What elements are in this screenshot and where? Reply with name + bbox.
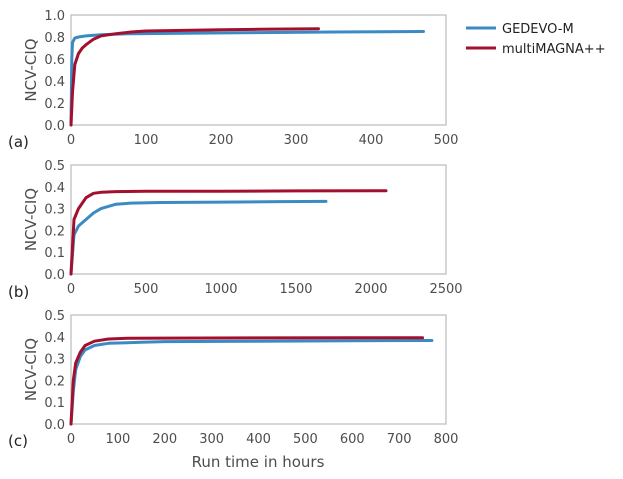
panels-group: 0 100 200 300 400 500 0.0 0.2 0.4 0.6 0.8 1.0 NCV-CI… [8, 9, 463, 450]
panel-label: (c) [8, 432, 28, 450]
x-tick-label: 1500 [279, 282, 312, 297]
x-tick-label: 1000 [204, 282, 237, 297]
y-tick-label: 0.2 [44, 374, 65, 389]
panel-1: 0 100 200 300 400 500 0.0 0.2 0.4 0.6 0.8 1.0 NCV-CI… [8, 9, 458, 151]
x-tick-label: 0 [67, 133, 75, 148]
y-tick-label: 0.4 [44, 75, 65, 90]
x-tick-label: 300 [284, 133, 309, 148]
y-tick-label: 0.3 [44, 353, 65, 368]
x-tick-label: 200 [209, 133, 234, 148]
x-tick-label: 100 [105, 432, 130, 447]
series-line-multimagna [69, 336, 425, 426]
x-tick-label: 200 [152, 432, 177, 447]
y-tick-label: 0.2 [44, 97, 65, 112]
x-tick-label: 500 [293, 432, 318, 447]
y-tick-label: 0.0 [44, 268, 65, 283]
y-tick-label: 0.4 [44, 331, 65, 346]
legend: GEDEVO-M multiMAGNA++ [466, 22, 606, 57]
y-tick-label: 0.8 [44, 31, 65, 46]
x-tick-label: 800 [434, 432, 459, 447]
y-axis-label: NCV-CIQ [22, 338, 40, 401]
x-tick-label: 2500 [429, 282, 462, 297]
series-line-gedevo-m [69, 199, 328, 276]
series-line-multimagna [69, 27, 320, 127]
y-axis-label: NCV-CIQ [22, 188, 40, 251]
x-tick-label: 0 [67, 282, 75, 297]
panel-3: 0 100 200 300 400 500 600 700 800 0.0 0.1 0.2 0.3 0.4… [8, 309, 458, 450]
x-tick-label: 600 [340, 432, 365, 447]
series-line-gedevo-m [69, 30, 425, 127]
x-tick-label: 300 [199, 432, 224, 447]
y-tick-label: 0.1 [44, 396, 65, 411]
y-axis-label: NCV-CIQ [22, 38, 40, 101]
series-line-multimagna [69, 189, 388, 276]
y-tick-label: 0.5 [44, 159, 65, 174]
y-tick-label: 0.6 [44, 53, 65, 68]
y-tick-label: 0.0 [44, 119, 65, 134]
y-tick-label: 0.1 [44, 246, 65, 261]
x-tick-label: 400 [359, 133, 384, 148]
x-axis-label: Run time in hours [192, 453, 325, 471]
x-tick-label: 100 [134, 133, 159, 148]
x-tick-label: 400 [246, 432, 271, 447]
y-tick-label: 0.4 [44, 181, 65, 196]
panel-label: (a) [8, 133, 29, 151]
legend-label-gedevo-m: GEDEVO-M [502, 22, 574, 37]
legend-label-multimagna: multiMAGNA++ [502, 42, 606, 57]
x-tick-label: 2000 [354, 282, 387, 297]
panel-3-frame [70, 314, 447, 425]
y-tick-label: 0.0 [44, 418, 65, 433]
y-tick-label: 0.3 [44, 203, 65, 218]
y-tick-label: 0.2 [44, 224, 65, 239]
y-tick-label: 1.0 [44, 9, 65, 24]
x-tick-label: 500 [434, 133, 459, 148]
x-tick-label: 700 [387, 432, 412, 447]
panel-2-frame [70, 164, 447, 275]
y-tick-label: 0.5 [44, 309, 65, 324]
x-tick-label: 500 [134, 282, 159, 297]
panel-label: (b) [8, 283, 29, 301]
panel-2: 0 500 1000 1500 2000 2500 0.0 0.1 0.2 0.3 0.4 0.5 NC… [8, 159, 463, 301]
x-tick-label: 0 [67, 432, 75, 447]
